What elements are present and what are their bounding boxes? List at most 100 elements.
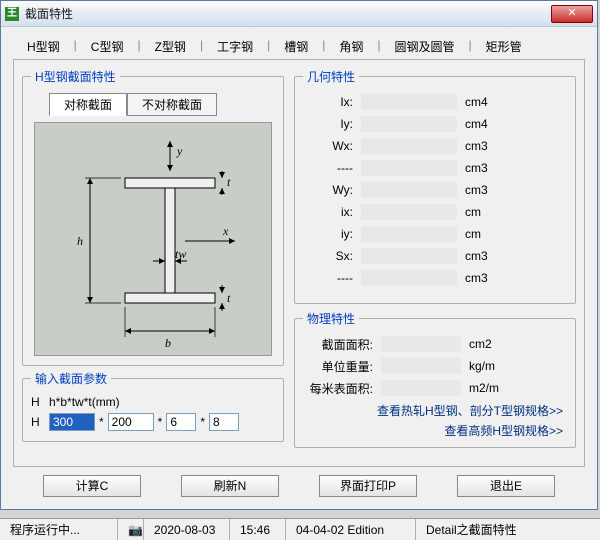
svg-text:tw: tw <box>175 247 186 261</box>
status-detail: Detail之截面特性 <box>416 519 600 540</box>
statusbar: 程序运行中... 📷 2020-08-03 15:46 04-04-02 Edi… <box>0 518 600 540</box>
phys-row: 单位重量: kg/m <box>303 355 567 377</box>
svg-text:t: t <box>227 175 231 189</box>
app-icon: 王 <box>5 7 19 21</box>
phys-value <box>381 358 461 374</box>
geom-label: Wy: <box>303 183 361 197</box>
window-title: 截面特性 <box>25 5 551 22</box>
tab-rnd[interactable]: 圆钢及圆管 <box>384 35 464 58</box>
input-b[interactable] <box>108 413 154 431</box>
camera-icon[interactable]: 📷 <box>118 519 144 540</box>
status-date: 2020-08-03 <box>144 519 230 540</box>
geom-unit: cm <box>465 205 481 219</box>
symmetry-tabs: 对称截面 不对称截面 <box>49 93 275 116</box>
left-col: H型钢截面特性 对称截面 不对称截面 y <box>22 68 284 442</box>
status-time: 15:46 <box>230 519 286 540</box>
geom-unit: cm4 <box>465 95 488 109</box>
geom-row: Ix: cm4 <box>303 91 567 113</box>
phys-label: 截面面积: <box>303 336 381 353</box>
geom-row: ----cm3 <box>303 157 567 179</box>
param-legend: 输入截面参数 <box>31 370 111 387</box>
phys-unit: kg/m <box>469 359 495 373</box>
geom-row: ix:cm <box>303 201 567 223</box>
exit-button[interactable]: 退出E <box>457 475 555 497</box>
geom-value <box>361 116 457 132</box>
client-area: H型钢| C型钢| Z型钢| 工字钢| 槽钢| 角钢| 圆钢及圆管| 矩形管 H… <box>13 35 585 501</box>
tab-ch[interactable]: 槽钢 <box>274 35 318 58</box>
geom-unit: cm <box>465 227 481 241</box>
geom-unit: cm3 <box>465 161 488 175</box>
phys-unit: cm2 <box>469 337 492 351</box>
input-t[interactable] <box>209 413 239 431</box>
tab-asymmetric[interactable]: 不对称截面 <box>127 93 217 116</box>
param-group: 输入截面参数 H h*b*tw*t(mm) H * * * <box>22 370 284 442</box>
geom-label: ---- <box>303 271 361 285</box>
close-button[interactable]: ✕ <box>551 5 593 23</box>
print-button[interactable]: 界面打印P <box>319 475 417 497</box>
section-group: H型钢截面特性 对称截面 不对称截面 y <box>22 68 284 366</box>
format-text: h*b*tw*t(mm) <box>49 395 120 409</box>
geom-value <box>361 160 457 176</box>
phys-value <box>381 380 461 396</box>
tab-i[interactable]: 工字钢 <box>207 35 263 58</box>
geom-label: Ix: <box>303 95 361 109</box>
svg-text:b: b <box>165 336 171 350</box>
tab-rect[interactable]: 矩形管 <box>476 35 532 58</box>
tab-symmetric[interactable]: 对称截面 <box>49 93 127 116</box>
geom-group: 几何特性 Ix:cm4Iy:cm4Wx:cm3----cm3Wy:cm3ix:c… <box>294 68 576 304</box>
input-h[interactable] <box>49 413 95 431</box>
status-run: 程序运行中... <box>0 519 118 540</box>
geom-unit: cm3 <box>465 271 488 285</box>
phys-group: 物理特性 截面面积: cm2 单位重量: kg/m 每米表面积: m2/m 查看热轧H型钢… <box>294 310 576 448</box>
main-window: 王 截面特性 ✕ H型钢| C型钢| Z型钢| 工字钢| 槽钢| 角钢| 圆钢及… <box>0 0 598 510</box>
phys-legend: 物理特性 <box>303 310 359 327</box>
tab-z[interactable]: Z型钢 <box>145 35 196 58</box>
geom-value <box>361 94 457 110</box>
input-row: H * * * <box>31 411 275 433</box>
geom-legend: 几何特性 <box>303 68 359 85</box>
geom-value <box>361 270 457 286</box>
geom-label: iy: <box>303 227 361 241</box>
tab-h[interactable]: H型钢 <box>17 35 70 58</box>
input-tw[interactable] <box>166 413 196 431</box>
phys-label: 每米表面积: <box>303 380 381 397</box>
geom-label: Sx: <box>303 249 361 263</box>
geom-value <box>361 248 457 264</box>
geom-unit: cm3 <box>465 183 488 197</box>
geom-value <box>361 226 457 242</box>
geom-row: Wx:cm3 <box>303 135 567 157</box>
section-legend: H型钢截面特性 <box>31 68 120 85</box>
geom-label: Iy: <box>303 117 361 131</box>
geom-value <box>361 182 457 198</box>
format-label: H <box>31 395 45 409</box>
phys-row: 截面面积: cm2 <box>303 333 567 355</box>
phys-label: 单位重量: <box>303 358 381 375</box>
section-diagram: y x h b tw <box>34 122 272 356</box>
link-highfreq[interactable]: 查看高频H型钢规格>> <box>303 422 567 439</box>
geom-unit: cm3 <box>465 139 488 153</box>
svg-text:h: h <box>77 234 83 248</box>
phys-unit: m2/m <box>469 381 499 395</box>
svg-text:x: x <box>222 224 229 238</box>
tab-ang[interactable]: 角钢 <box>329 35 373 58</box>
phys-value <box>381 336 461 352</box>
h-beam-svg: y x h b tw <box>35 123 273 357</box>
content-panel: H型钢截面特性 对称截面 不对称截面 y <box>13 59 585 467</box>
status-edition: 04-04-02 Edition <box>286 519 416 540</box>
geom-row: Iy: cm4 <box>303 113 567 135</box>
geom-value <box>361 138 457 154</box>
phys-row: 每米表面积: m2/m <box>303 377 567 399</box>
right-col: 几何特性 Ix:cm4Iy:cm4Wx:cm3----cm3Wy:cm3ix:c… <box>294 68 576 448</box>
svg-text:t: t <box>227 291 231 305</box>
geom-row: Sx:cm3 <box>303 245 567 267</box>
button-row: 计算C 刷新N 界面打印P 退出E <box>13 475 585 497</box>
refresh-button[interactable]: 刷新N <box>181 475 279 497</box>
geom-unit: cm4 <box>465 117 488 131</box>
geom-row: Wy: cm3 <box>303 179 567 201</box>
tab-c[interactable]: C型钢 <box>81 35 134 58</box>
input-label: H <box>31 415 45 429</box>
geom-value <box>361 204 457 220</box>
titlebar: 王 截面特性 ✕ <box>1 1 597 27</box>
link-hotrolled[interactable]: 查看热轧H型钢、剖分T型钢规格>> <box>303 402 567 419</box>
calc-button[interactable]: 计算C <box>43 475 141 497</box>
